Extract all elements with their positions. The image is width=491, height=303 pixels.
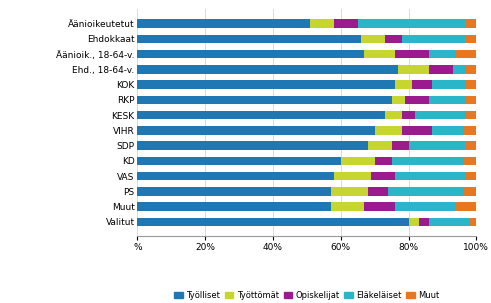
Bar [469, 218, 476, 226]
Bar [466, 172, 476, 180]
Bar [395, 80, 412, 89]
Bar [453, 65, 466, 74]
Bar [310, 19, 334, 28]
Bar [402, 111, 415, 119]
Bar [137, 126, 375, 135]
Bar [402, 126, 432, 135]
Bar [137, 80, 395, 89]
Bar [466, 111, 476, 119]
Bar [137, 50, 364, 58]
Bar [402, 35, 466, 43]
Bar [137, 65, 398, 74]
Bar [415, 111, 466, 119]
Bar [364, 202, 395, 211]
Bar [334, 172, 371, 180]
Bar [429, 96, 466, 104]
Bar [466, 65, 476, 74]
Bar [429, 50, 456, 58]
Bar [368, 187, 388, 195]
Bar [466, 80, 476, 89]
Bar [432, 126, 463, 135]
Bar [463, 187, 476, 195]
Bar [137, 35, 361, 43]
Bar [330, 187, 368, 195]
Bar [137, 172, 334, 180]
Bar [137, 187, 330, 195]
Bar [409, 142, 466, 150]
Bar [466, 96, 476, 104]
Bar [385, 35, 402, 43]
Bar [466, 142, 476, 150]
Bar [395, 202, 456, 211]
Bar [456, 202, 476, 211]
Bar [364, 50, 395, 58]
Bar [412, 80, 432, 89]
Bar [432, 80, 466, 89]
Bar [385, 111, 402, 119]
Bar [137, 202, 330, 211]
Bar [330, 202, 364, 211]
Bar [395, 50, 429, 58]
Bar [398, 65, 429, 74]
Bar [466, 35, 476, 43]
Bar [429, 218, 469, 226]
Bar [371, 172, 395, 180]
Bar [429, 65, 453, 74]
Bar [391, 157, 463, 165]
Bar [388, 187, 463, 195]
Bar [375, 126, 402, 135]
Bar [419, 218, 429, 226]
Bar [375, 157, 392, 165]
Bar [137, 111, 385, 119]
Bar [456, 50, 476, 58]
Bar [137, 157, 341, 165]
Bar [368, 142, 392, 150]
Bar [463, 157, 476, 165]
Bar [357, 19, 466, 28]
Bar [137, 142, 368, 150]
Bar [137, 19, 310, 28]
Legend: Työlliset, Työttömät, Opiskelijat, Eläkeläiset, Muut: Työlliset, Työttömät, Opiskelijat, Eläke… [174, 291, 439, 299]
Bar [463, 126, 476, 135]
Bar [361, 35, 385, 43]
Bar [405, 96, 429, 104]
Bar [137, 96, 391, 104]
Bar [466, 19, 476, 28]
Bar [341, 157, 375, 165]
Bar [391, 142, 409, 150]
Bar [137, 218, 409, 226]
Bar [395, 172, 466, 180]
Bar [334, 19, 357, 28]
Bar [391, 96, 405, 104]
Bar [409, 218, 419, 226]
